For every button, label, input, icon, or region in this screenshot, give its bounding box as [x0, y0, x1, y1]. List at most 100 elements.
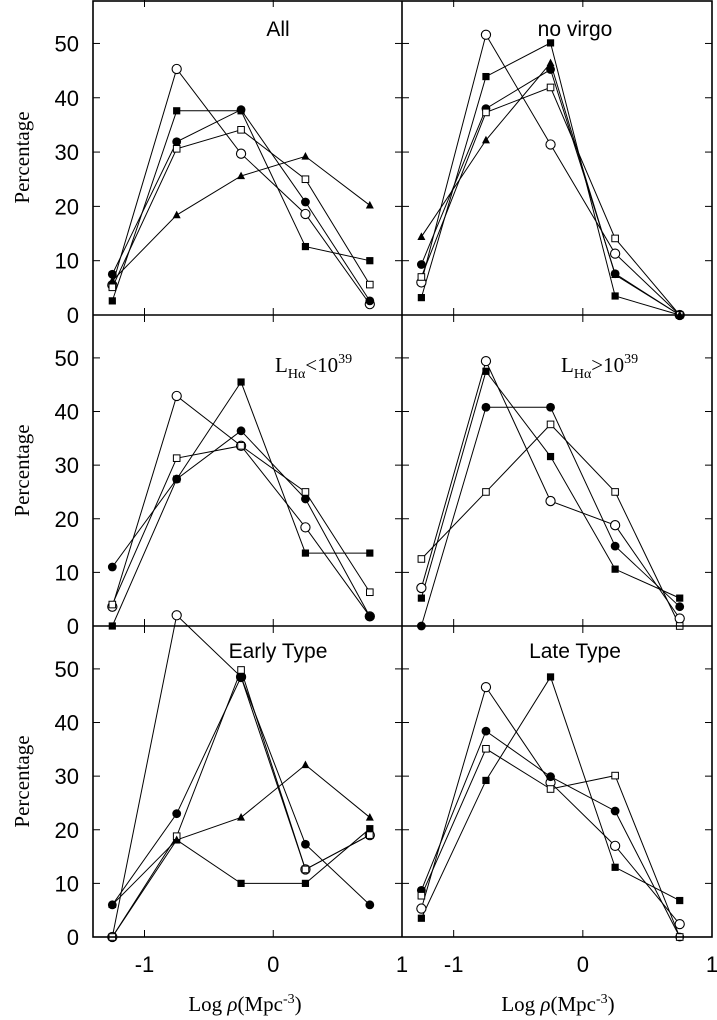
y-tick-label: 30: [55, 764, 79, 789]
panel-label: LHα>1039: [561, 352, 638, 382]
series-line: [111, 445, 371, 605]
x-axis-title-rho: ρ: [226, 992, 237, 1016]
open-square-marker: [301, 488, 310, 496]
open-circle-marker: [609, 840, 621, 851]
filled-square-marker: [546, 39, 555, 47]
x-tick-label: 0: [577, 952, 589, 977]
open-square-marker: [546, 420, 555, 429]
filled-square-marker: [237, 879, 245, 887]
series-line: [111, 675, 371, 906]
panel: LHα<1039: [93, 315, 402, 630]
open-circle-marker: [235, 148, 247, 159]
open-circle-marker: [609, 520, 621, 531]
x-tick-label: 0: [267, 952, 279, 977]
filled-circle-marker: [301, 197, 310, 207]
filled-circle-marker: [236, 426, 246, 436]
panel-label-exp: 39: [624, 352, 638, 367]
filled-square-marker: [301, 549, 310, 557]
y-tick-label: 50: [55, 31, 79, 56]
open-square-marker: [366, 588, 374, 597]
series-line: [420, 730, 681, 938]
open-square-marker: [366, 280, 374, 289]
y-axis-title: Percentage: [10, 111, 34, 203]
open-circle-marker: [545, 495, 556, 507]
open-circle-marker: [416, 582, 427, 594]
open-square-marker: [301, 175, 310, 184]
x-axis-title: Log ρ(Mpc-3): [188, 992, 301, 1016]
filled-circle-marker: [365, 296, 375, 306]
open-square-marker: [482, 108, 490, 117]
y-axis-title: Percentage: [10, 424, 34, 516]
panel-label: All: [266, 18, 289, 41]
filled-circle-marker: [301, 839, 310, 849]
filled-circle-marker: [172, 137, 182, 147]
filled-square-marker: [417, 914, 425, 922]
y-tick-label: 40: [55, 711, 79, 736]
panel: All: [93, 0, 402, 316]
x-axis-title-prefix: Log: [501, 992, 540, 1016]
open-square-marker: [611, 488, 619, 496]
open-square-marker: [172, 454, 181, 462]
series-line: [420, 675, 680, 919]
open-square-marker: [301, 865, 310, 874]
series-line: [420, 33, 681, 316]
filled-triangle-marker: [611, 270, 620, 279]
panel: Late Type: [402, 626, 712, 942]
open-square-marker: [611, 234, 619, 243]
open-circle-marker: [609, 248, 621, 259]
filled-square-marker: [366, 549, 374, 557]
filled-circle-marker: [481, 726, 491, 736]
open-square-marker: [237, 442, 245, 450]
filled-square-marker: [366, 257, 374, 265]
filled-square-marker: [301, 242, 310, 251]
x-axis-title-unit: (Mpc: [551, 992, 597, 1016]
y-tick-label: 50: [55, 346, 79, 371]
filled-square-marker: [676, 896, 684, 905]
filled-square-marker: [173, 475, 181, 483]
y-tick-label: 50: [55, 657, 79, 682]
series-line: [111, 668, 371, 938]
panel: no virgo: [402, 0, 712, 321]
open-square-marker: [611, 771, 619, 780]
series-line: [420, 61, 680, 316]
filled-circle-marker: [416, 260, 426, 269]
filled-circle-marker: [546, 65, 555, 74]
filled-triangle-marker: [172, 835, 181, 844]
filled-square-marker: [417, 294, 425, 302]
filled-circle-marker: [481, 402, 491, 412]
filled-square-marker: [611, 863, 619, 871]
panel-label: Late Type: [529, 640, 621, 663]
panel-label-sub: Hα: [288, 367, 306, 382]
filled-triangle-marker: [172, 210, 181, 219]
open-square-marker: [546, 83, 555, 92]
x-axis-title-unit: (Mpc: [238, 992, 284, 1016]
axis-layer: 01020304050Percentage01020304050Percenta…: [10, 31, 717, 1016]
x-axis-title-close: ): [295, 992, 302, 1016]
filled-square-marker: [237, 107, 245, 115]
y-tick-label: 30: [55, 453, 79, 478]
open-circle-marker: [545, 139, 556, 150]
panel: LHα>1039: [402, 315, 712, 631]
series-line: [420, 359, 681, 619]
x-axis-title-rho: ρ: [539, 992, 550, 1016]
filled-circle-marker: [107, 562, 117, 572]
y-tick-label: 10: [55, 871, 79, 896]
x-axis-title-prefix: Log: [188, 992, 227, 1016]
filled-triangle-marker: [365, 200, 374, 209]
panel-label: Early Type: [229, 640, 328, 663]
x-tick-label: 1: [396, 952, 408, 977]
y-tick-label: 30: [55, 140, 79, 165]
y-tick-label: 10: [55, 249, 79, 274]
open-circle-marker: [480, 355, 492, 367]
filled-circle-marker: [610, 806, 620, 816]
open-square-marker: [237, 666, 245, 674]
open-square-marker: [108, 283, 117, 292]
open-circle-marker: [171, 63, 182, 75]
y-tick-label: 0: [67, 303, 79, 328]
panel-label-main: L: [275, 353, 288, 377]
y-tick-label: 20: [55, 507, 79, 532]
filled-circle-marker: [365, 611, 375, 621]
y-tick-label: 20: [55, 818, 79, 843]
filled-square-marker: [301, 879, 310, 887]
filled-circle-marker: [546, 772, 555, 782]
